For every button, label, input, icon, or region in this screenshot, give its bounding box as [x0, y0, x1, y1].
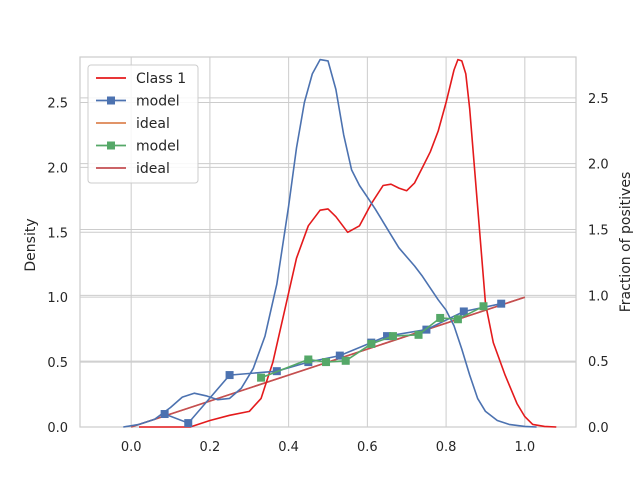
legend-marker-3 [107, 141, 115, 150]
x-tick-label-2: 0.4 [278, 440, 299, 455]
calibration-point-2-0 [160, 410, 169, 419]
calibration-point-4-0 [257, 373, 266, 382]
right-tick-label-0: 0.0 [588, 421, 609, 436]
left-tick-label-0: 0.0 [47, 421, 68, 436]
left-tick-label-4: 2.0 [47, 161, 68, 176]
grid [80, 57, 576, 428]
tick-layer: 0.0 0.2 0.4 0.6 0.8 1.0 0.0 0.5 1.0 1.5 2.0 2.5 0.0 0… [47, 92, 608, 455]
legend-label-1: model [136, 94, 180, 110]
left-axis-label: Density [23, 218, 39, 271]
legend-marker-1 [107, 96, 115, 105]
calibration-point-4-6 [414, 330, 423, 339]
calibration-point-2-5 [335, 351, 344, 360]
calibration-point-2-10 [497, 299, 506, 308]
left-tick-label-3: 1.5 [47, 226, 68, 241]
plot-frame [79, 56, 577, 428]
legend-label-2: ideal [136, 116, 170, 132]
x-tick-label-3: 0.6 [357, 440, 378, 455]
calibration-point-4-8 [453, 315, 462, 324]
left-tick-label-1: 0.5 [47, 356, 68, 371]
x-tick-label-0: 0.0 [121, 440, 142, 455]
right-axis-label: Fraction of positives [618, 172, 634, 313]
legend-box [87, 64, 199, 184]
calibration-point-4-9 [479, 302, 488, 311]
x-tick-label-1: 0.2 [200, 440, 221, 455]
calibration-line-4 [260, 305, 484, 379]
x-tick-label-4: 0.8 [436, 440, 457, 455]
calibration-point-2-9 [459, 307, 468, 316]
calibration-point-2-7 [383, 332, 392, 341]
calibration-point-4-5 [388, 332, 397, 341]
x-tick-label-5: 1.0 [514, 440, 535, 455]
calibration-point-2-1 [184, 419, 193, 428]
calibration-point-4-1 [304, 355, 313, 364]
series-layer [123, 58, 557, 428]
right-tick-label-5: 2.5 [588, 92, 609, 107]
calibration-point-4-3 [341, 356, 350, 365]
axes-border [79, 56, 577, 428]
density-curve-1 [123, 58, 537, 428]
legend-label-0: Class 1 [136, 71, 186, 87]
calibration-point-4-2 [322, 358, 331, 367]
right-tick-label-2: 1.0 [588, 289, 609, 304]
calibration-point-2-2 [225, 371, 234, 380]
calibration-point-4-7 [436, 313, 445, 322]
right-tick-label-3: 1.5 [588, 223, 609, 238]
legend-label-3: model [136, 139, 180, 155]
left-tick-label-2: 1.0 [47, 291, 68, 306]
left-tick-label-5: 2.5 [47, 96, 68, 111]
legend: Class 1 model ideal model ideal [87, 64, 199, 184]
legend-label-4: ideal [136, 161, 170, 177]
calibration-point-4-4 [367, 339, 376, 348]
right-tick-label-4: 2.0 [588, 158, 609, 173]
right-tick-label-1: 0.5 [588, 355, 609, 370]
density-curve-0 [139, 58, 557, 428]
